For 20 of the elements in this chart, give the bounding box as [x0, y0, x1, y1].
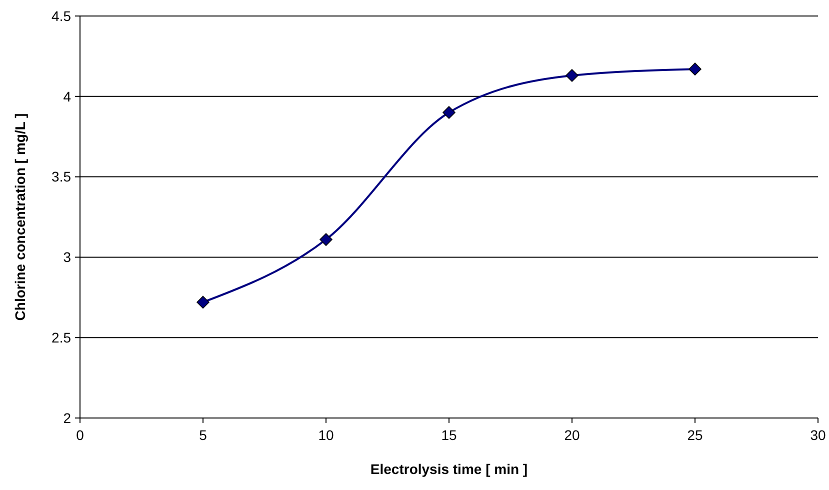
point	[566, 69, 578, 82]
x-axis-title: Electrolysis time [ min ]	[370, 461, 528, 477]
x-tick-label: 15	[441, 427, 457, 443]
y-tick-label: 4.5	[52, 8, 72, 24]
y-axis-title: Chlorine concentration [ mg/L ]	[12, 113, 28, 321]
y-tick-label: 3	[63, 249, 72, 266]
x-tick-label: 30	[810, 427, 826, 443]
y-tick-label: 3.5	[52, 168, 72, 185]
x-tick-label: 25	[687, 427, 703, 443]
point	[688, 62, 702, 76]
y-tick-label: 2.5	[52, 330, 72, 346]
point	[442, 106, 456, 119]
point	[196, 296, 210, 309]
y-tick-label: 4	[63, 88, 72, 104]
x-tick-label: 20	[564, 427, 580, 443]
x-tick-label: 10	[318, 427, 334, 443]
point	[320, 233, 332, 246]
y-tick-label: 2	[63, 410, 72, 426]
x-tick-label: 0	[76, 427, 84, 443]
x-tick-label: 5	[199, 427, 208, 443]
